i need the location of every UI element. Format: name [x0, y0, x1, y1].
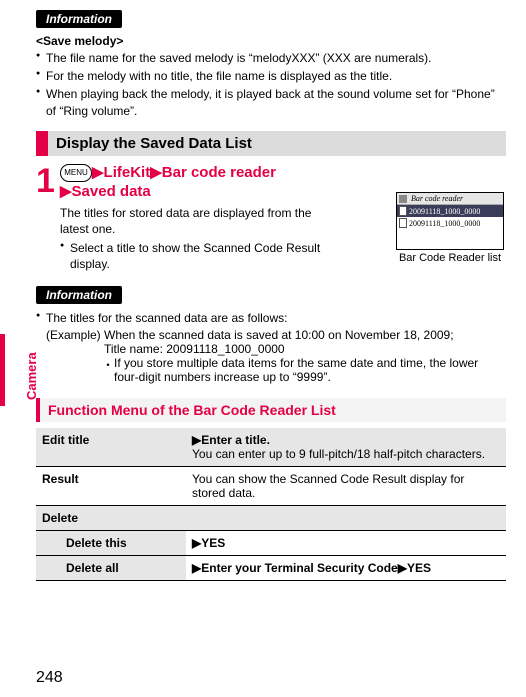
row-delete-this: Delete this ▶YES — [36, 531, 506, 556]
arrow-icon: ▶ — [60, 183, 72, 200]
nav-lifekit: LifeKit — [104, 164, 151, 181]
information-tag: Information — [36, 286, 122, 304]
info1-bullet-2: For the melody with no title, the file n… — [36, 68, 506, 84]
phone-row-2-text: 20091118_1000_0000 — [409, 219, 480, 228]
phone-title-icon — [399, 195, 407, 203]
arrow-icon: ▶ — [192, 433, 201, 447]
phone-title-text: Bar code reader — [411, 194, 463, 203]
nav-saved-data: Saved data — [72, 183, 151, 200]
row-delete-all: Delete all ▶Enter your Terminal Security… — [36, 556, 506, 581]
doc-icon — [399, 218, 407, 228]
info2-example: (Example) When the scanned data is saved… — [36, 328, 506, 384]
phone-screen: Bar code reader 20091118_1000_0000 20091… — [396, 192, 504, 250]
info2-intro: The titles for the scanned data are as f… — [36, 310, 506, 326]
step-desc-2: Select a title to show the Scanned Code … — [60, 240, 340, 272]
example-line-3: If you store multiple data items for the… — [104, 356, 506, 384]
arrow-icon: ▶ — [92, 164, 104, 181]
result-label: Result — [36, 467, 186, 506]
delete-all-cmd: ▶Enter your Terminal Security Code▶YES — [186, 556, 506, 581]
result-note: You can show the Scanned Code Result dis… — [186, 467, 506, 506]
edit-title-desc: ▶Enter a title. You can enter up to 9 fu… — [186, 428, 506, 467]
delete-this-cmd: ▶YES — [186, 531, 506, 556]
information-block-1: Information <Save melody> The file name … — [36, 10, 506, 119]
arrow-icon: ▶ — [192, 536, 201, 550]
side-tab-bar — [0, 334, 5, 406]
phone-row-1: 20091118_1000_0000 — [397, 205, 503, 217]
example-line-2: Title name: 20091118_1000_0000 — [104, 342, 506, 356]
arrow-icon: ▶ — [150, 164, 162, 181]
information-block-2: Information The titles for the scanned d… — [36, 286, 506, 384]
example-line-1: When the scanned data is saved at 10:00 … — [104, 328, 506, 342]
arrow-icon: ▶ — [398, 561, 407, 575]
display-saved-data-header: Display the Saved Data List — [36, 131, 506, 156]
delete-all-cmd-a: Enter your Terminal Security Code — [201, 561, 398, 575]
step-number: 1 — [36, 164, 56, 274]
arrow-icon: ▶ — [192, 561, 201, 575]
example-label: (Example) — [46, 328, 104, 384]
delete-this-yes: YES — [201, 536, 225, 550]
step-desc-1: The titles for stored data are displayed… — [60, 205, 340, 237]
delete-all-label: Delete all — [36, 556, 186, 581]
function-menu-header: Function Menu of the Bar Code Reader Lis… — [36, 398, 506, 422]
phone-row-1-text: 20091118_1000_0000 — [409, 207, 480, 216]
delete-empty — [186, 506, 506, 531]
delete-this-label: Delete this — [36, 531, 186, 556]
info2-body: The titles for the scanned data are as f… — [36, 310, 506, 384]
function-menu-table: Edit title ▶Enter a title. You can enter… — [36, 428, 506, 581]
side-tab-label: Camera — [24, 352, 39, 400]
manual-page: Camera Information <Save melody> The fil… — [0, 0, 526, 697]
phone-row-2: 20091118_1000_0000 — [397, 217, 503, 229]
save-melody-subhead: <Save melody> — [36, 34, 506, 48]
screenshot-caption: Bar Code Reader list — [396, 252, 504, 264]
step-desc: The titles for stored data are displayed… — [60, 205, 340, 272]
info1-bullet-1: The file name for the saved melody is “m… — [36, 50, 506, 66]
doc-icon — [399, 206, 407, 216]
information-tag: Information — [36, 10, 122, 28]
delete-label: Delete — [36, 506, 186, 531]
barcode-reader-screenshot: Bar code reader 20091118_1000_0000 20091… — [396, 192, 504, 264]
nav-barcode: Bar code reader — [162, 164, 276, 181]
phone-title-bar: Bar code reader — [397, 193, 503, 205]
info1-bullet-3: When playing back the melody, it is play… — [36, 86, 506, 118]
row-result: Result You can show the Scanned Code Res… — [36, 467, 506, 506]
step-nav: MENU▶LifeKit▶Bar code reader ▶Saved data — [60, 164, 340, 202]
edit-title-note: You can enter up to 9 full-pitch/18 half… — [192, 447, 485, 461]
menu-icon: MENU — [60, 164, 92, 182]
edit-title-label: Edit title — [36, 428, 186, 467]
row-edit-title: Edit title ▶Enter a title. You can enter… — [36, 428, 506, 467]
delete-all-cmd-b: YES — [407, 561, 431, 575]
edit-title-command: Enter a title. — [201, 433, 270, 447]
row-delete: Delete — [36, 506, 506, 531]
page-number: 248 — [36, 669, 63, 687]
info1-bullets: The file name for the saved melody is “m… — [36, 50, 506, 119]
step-body: MENU▶LifeKit▶Bar code reader ▶Saved data… — [60, 164, 340, 274]
